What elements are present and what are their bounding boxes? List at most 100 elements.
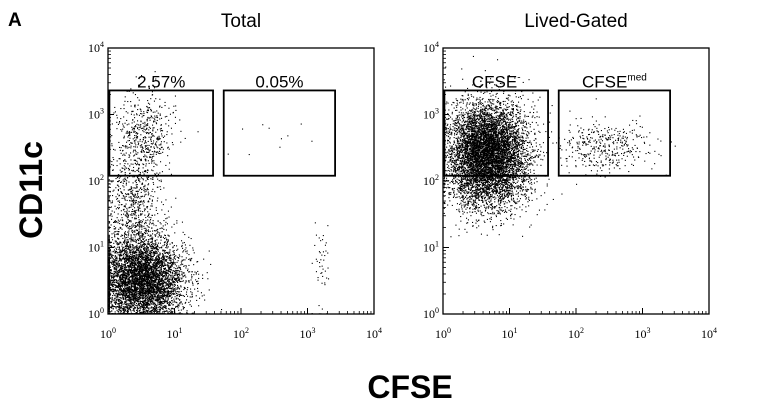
data-point [155, 281, 157, 283]
data-point [120, 292, 122, 294]
data-point [139, 282, 141, 284]
data-point [149, 255, 151, 257]
data-point [129, 288, 131, 290]
data-point [131, 271, 133, 273]
data-point [134, 295, 136, 297]
data-point [113, 273, 115, 275]
data-point [171, 287, 173, 289]
data-point [130, 250, 132, 252]
data-point [137, 278, 139, 280]
data-point [113, 299, 115, 301]
data-point [148, 263, 150, 265]
data-point [108, 306, 110, 308]
data-point [119, 271, 121, 273]
data-point [172, 263, 174, 265]
data-point [145, 283, 147, 285]
data-point [133, 268, 135, 270]
data-point [117, 272, 119, 274]
data-point [151, 292, 153, 294]
data-point [127, 299, 129, 301]
data-point [119, 258, 121, 260]
data-point [128, 286, 130, 288]
data-point [146, 281, 148, 283]
data-point [139, 287, 141, 289]
data-point [127, 261, 129, 263]
data-point [129, 280, 131, 282]
data-point [150, 292, 152, 294]
data-point [184, 249, 186, 251]
data-point [157, 304, 159, 306]
data-point [109, 249, 111, 251]
data-point [152, 276, 154, 278]
data-point [120, 285, 122, 287]
data-point [140, 243, 142, 245]
data-point [142, 275, 144, 277]
data-point [141, 251, 143, 253]
data-point [120, 310, 122, 312]
data-point [163, 228, 165, 230]
data-point [171, 264, 173, 266]
data-point [124, 278, 126, 280]
data-point [182, 242, 184, 244]
data-point [127, 296, 129, 298]
data-point [185, 247, 187, 249]
data-point [129, 309, 131, 311]
data-point [142, 278, 144, 280]
data-point [163, 250, 165, 252]
data-point [113, 263, 115, 265]
data-point [179, 312, 181, 314]
data-point [120, 290, 122, 292]
data-point [142, 305, 144, 307]
data-point [160, 283, 162, 285]
data-point [164, 264, 166, 266]
data-point [130, 236, 132, 238]
data-point [180, 261, 182, 263]
data-point [154, 294, 156, 296]
data-point [132, 285, 134, 287]
data-point [143, 307, 145, 309]
data-point [114, 302, 116, 304]
data-point [116, 248, 118, 250]
data-point [166, 300, 168, 302]
data-point [112, 305, 114, 307]
data-point [110, 242, 112, 244]
data-point [123, 312, 125, 314]
data-point [143, 300, 145, 302]
data-point [160, 282, 162, 284]
data-point [160, 304, 162, 306]
data-point [143, 302, 145, 304]
data-point [136, 254, 138, 256]
data-point [162, 258, 164, 260]
data-point [113, 225, 115, 227]
data-point [146, 253, 148, 255]
data-point [173, 252, 175, 254]
data-point [164, 279, 166, 281]
data-point [150, 282, 152, 284]
data-point [144, 233, 146, 235]
data-point [184, 274, 186, 276]
data-point [141, 296, 143, 298]
data-point [114, 288, 116, 290]
data-point [141, 287, 143, 289]
data-point [141, 225, 143, 227]
data-point [144, 259, 146, 261]
data-point [131, 285, 133, 287]
data-point [163, 280, 165, 282]
data-point [177, 279, 179, 281]
data-point [139, 253, 141, 255]
data-point [111, 310, 113, 312]
data-point [143, 283, 145, 285]
data-point [129, 304, 131, 306]
data-point [130, 312, 132, 314]
data-point [157, 289, 159, 291]
data-point [129, 306, 131, 308]
data-point [208, 250, 210, 252]
data-point [182, 275, 184, 277]
data-point [154, 309, 156, 311]
data-point [200, 292, 202, 294]
data-point [135, 257, 137, 259]
data-point [196, 299, 198, 301]
data-point [167, 270, 169, 272]
data-point [141, 292, 143, 294]
data-point [184, 302, 186, 304]
